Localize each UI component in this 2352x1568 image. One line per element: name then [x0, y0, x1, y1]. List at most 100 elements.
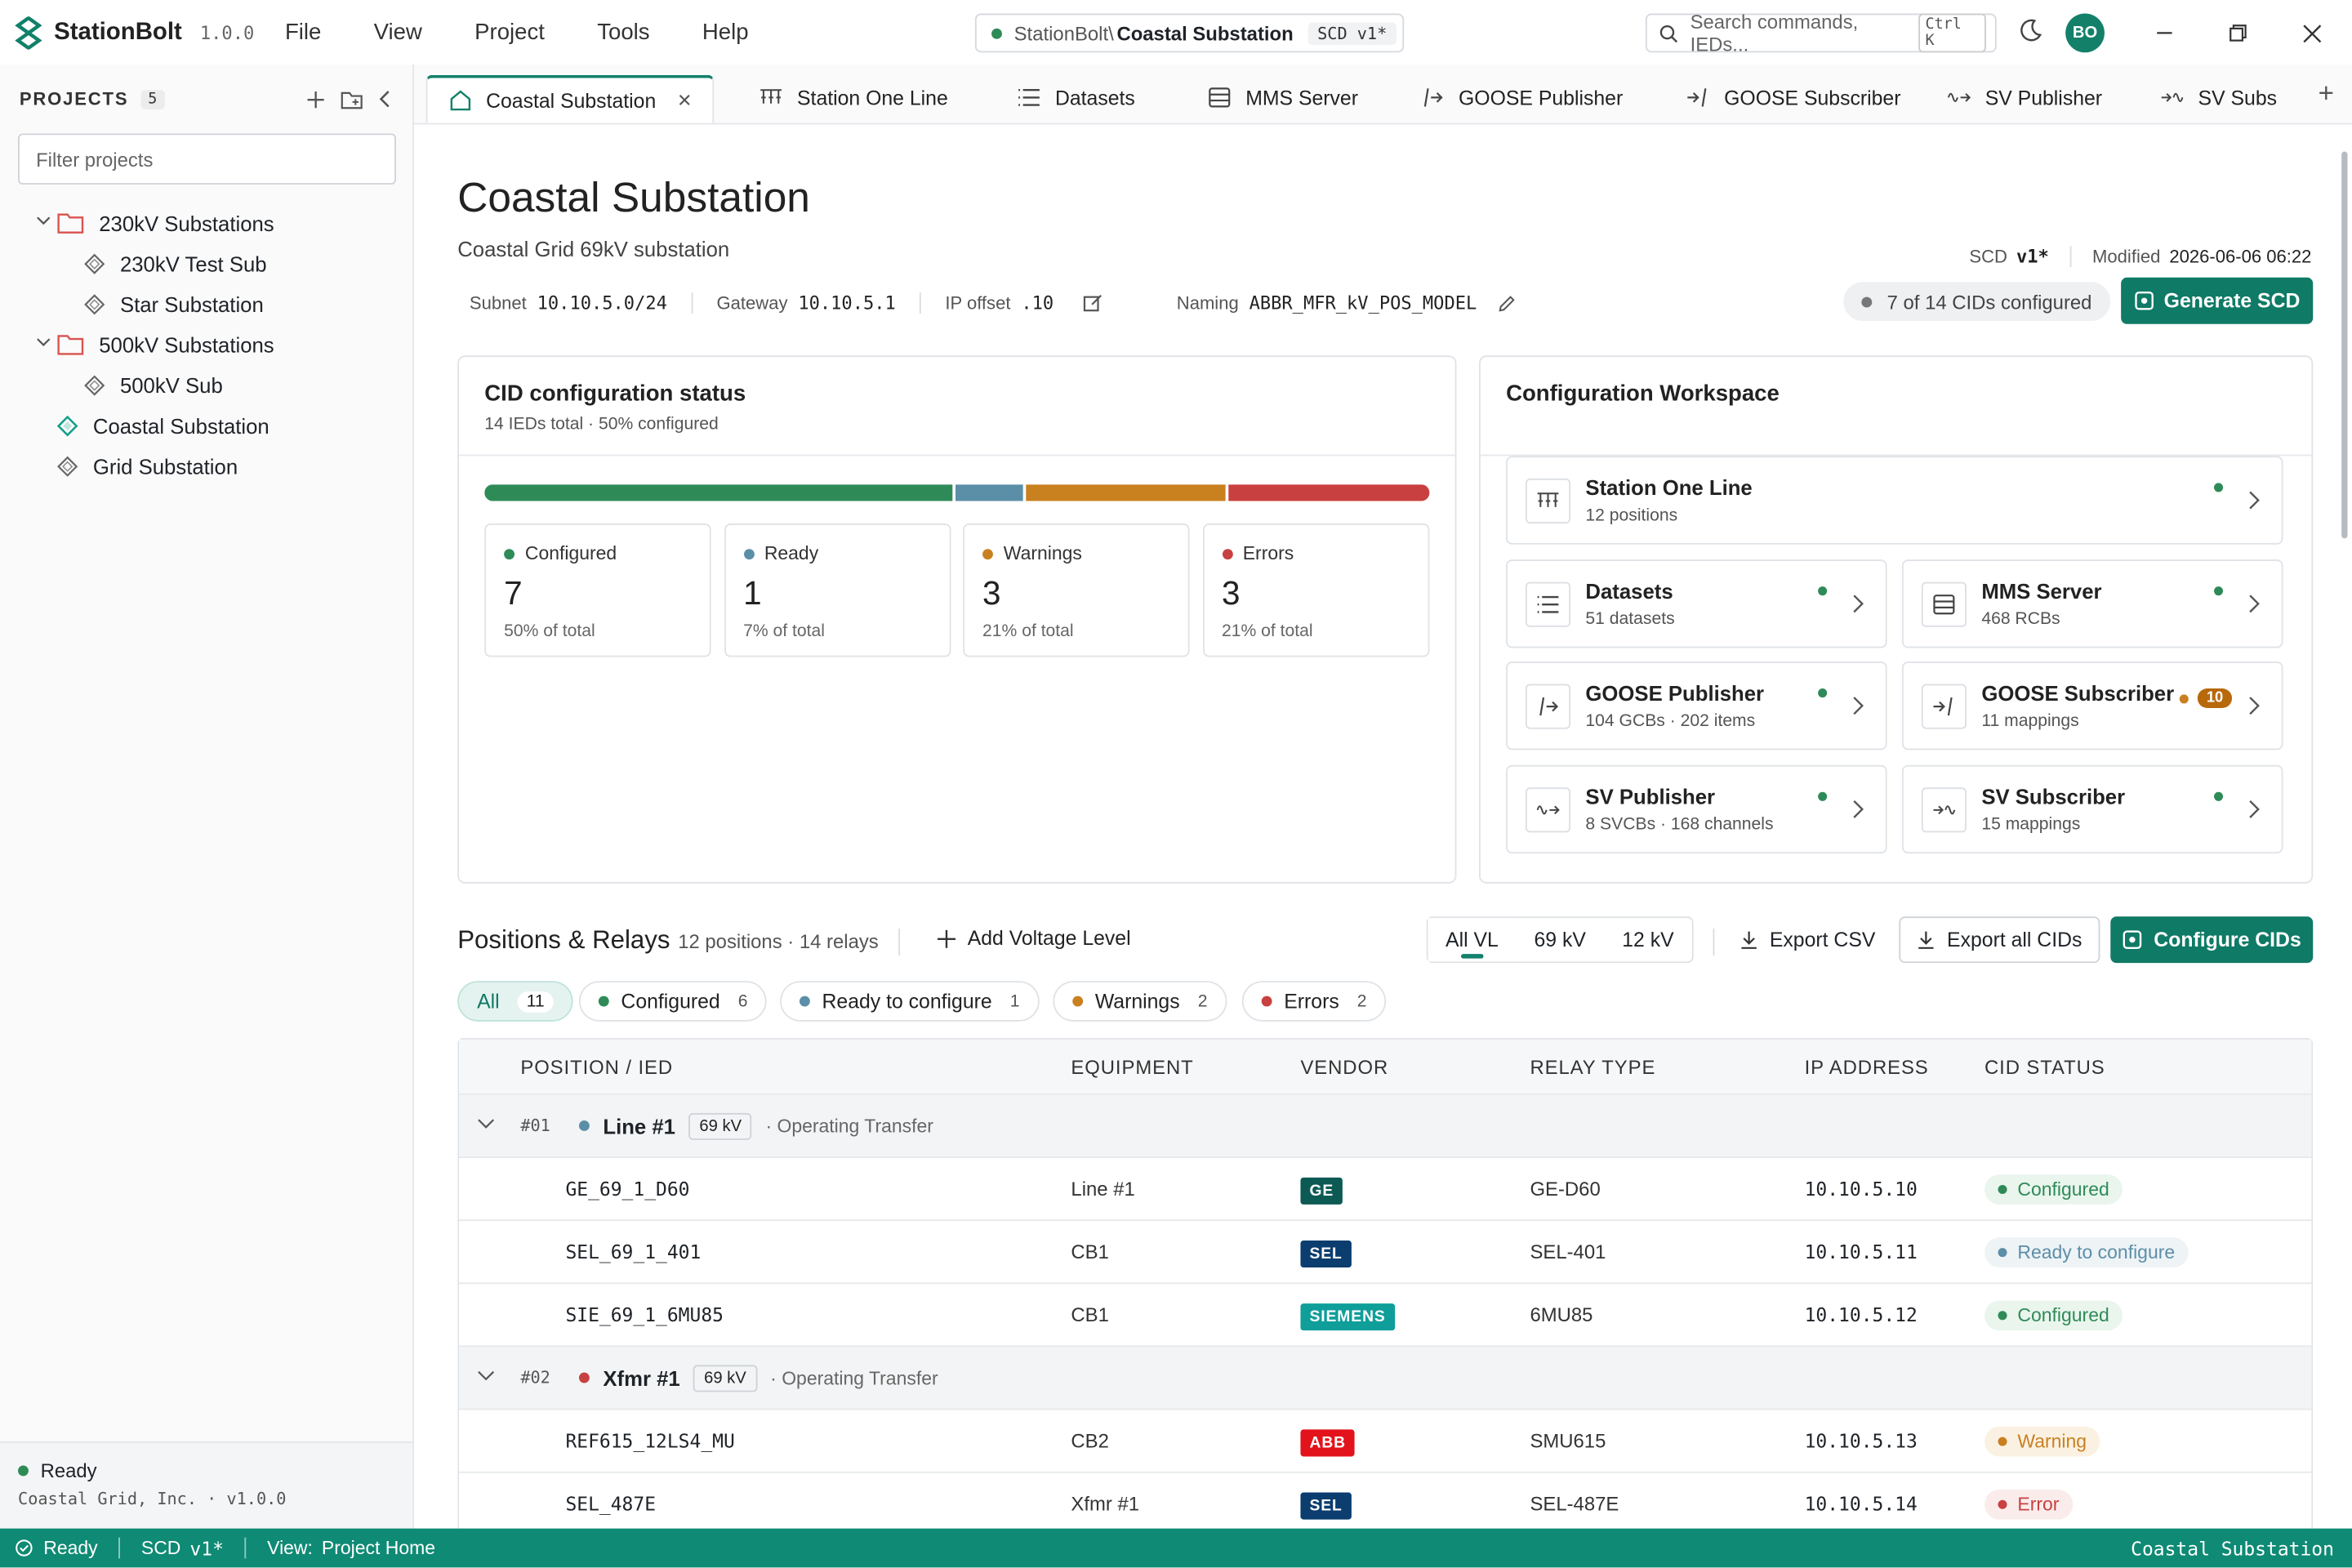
chevron-down-icon[interactable] [36, 213, 57, 233]
tab-station-one-line[interactable]: Station One Line [738, 74, 993, 122]
minimize-button[interactable] [2144, 12, 2185, 54]
column-header-vendor[interactable]: VENDOR [1300, 1055, 1389, 1078]
tree-item-label: 230kV Substations [99, 211, 274, 235]
chevron-down-icon[interactable] [36, 335, 57, 354]
menu-help[interactable]: Help [702, 19, 749, 46]
ip-address: 10.10.5.14 [1804, 1492, 1918, 1516]
column-header-position-ied[interactable]: POSITION / IED [520, 1055, 674, 1078]
new-folder-icon[interactable] [341, 89, 363, 109]
menu-project[interactable]: Project [474, 19, 545, 46]
tree-item-500kv-sub[interactable]: 500kV Sub [0, 364, 412, 405]
list-icon [1537, 595, 1559, 612]
tile-status-dot [2214, 586, 2224, 596]
column-header-relay-type[interactable]: RELAY TYPE [1530, 1055, 1656, 1078]
projects-title: PROJECTS [19, 88, 129, 110]
relay-type: 6MU85 [1530, 1303, 1593, 1326]
project-breadcrumb[interactable]: StationBolt\ Coastal Substation SCD v1* [974, 13, 1405, 53]
tree-item-star-substation[interactable]: Star Substation [0, 283, 412, 324]
table-row[interactable]: SIE_69_1_6MU85 CB1 SIEMENS 6MU85 10.10.5.12 C… [459, 1284, 2312, 1348]
tab-sv-publisher[interactable]: SV Publisher [1927, 74, 2136, 122]
filter-chip-ready-to-configure[interactable]: Ready to configure 1 [780, 981, 1040, 1022]
vl-filter-all[interactable]: All VL [1428, 918, 1517, 962]
close-window-button[interactable] [2291, 12, 2332, 54]
filter-chip-warnings[interactable]: Warnings 2 [1053, 981, 1227, 1022]
substation-diamond-icon [56, 414, 78, 436]
position-group-row[interactable]: #01 Line #1 69 kV · Operating Transfer [459, 1094, 2312, 1158]
table-row[interactable]: SEL_69_1_401 CB1 SEL SEL-401 10.10.5.11 Ready… [459, 1221, 2312, 1285]
tree-item-230kv-substations[interactable]: 230kV Substations [0, 203, 412, 243]
configure-cids-button[interactable]: Configure CIDs [2110, 916, 2314, 964]
column-header-cid-status[interactable]: CID STATUS [1984, 1055, 2105, 1078]
relay-type: SEL-401 [1530, 1240, 1606, 1263]
close-tab-icon[interactable]: ✕ [676, 90, 693, 111]
workspace-tile-goose-publisher[interactable]: GOOSE Publisher 104 GCBs · 202 items [1506, 662, 1887, 751]
column-header-equipment[interactable]: EQUIPMENT [1071, 1055, 1194, 1078]
theme-toggle-moon-icon[interactable] [2017, 18, 2042, 43]
table-row[interactable]: REF615_12LS4_MU CB2 ABB SMU615 10.10.5.13 War… [459, 1410, 2312, 1473]
positions-table: POSITION / IED EQUIPMENT VENDOR RELAY TYPE I… [457, 1038, 2314, 1529]
stat-value: 7 [504, 574, 523, 612]
menu-file[interactable]: File [284, 19, 322, 46]
tree-item-230kv-test-sub[interactable]: 230kV Test Sub [0, 243, 412, 284]
menu-tools[interactable]: Tools [597, 19, 650, 46]
tab-sv-subs[interactable]: SV Subs [2140, 74, 2298, 122]
edit-naming-pencil-icon[interactable] [1496, 293, 1516, 313]
edit-network-icon[interactable] [1084, 293, 1103, 313]
stat-warnings: Warnings 3 21% of total [963, 523, 1190, 657]
tab-goose-publisher[interactable]: GOOSE Publisher [1400, 74, 1662, 122]
position-group-row[interactable]: #02 Xfmr #1 69 kV · Operating Transfer [459, 1347, 2312, 1410]
filter-projects-input[interactable]: Filter projects [18, 133, 396, 185]
tree-item-500kv-substations[interactable]: 500kV Substations [0, 324, 412, 365]
ip-address: 10.10.5.11 [1804, 1240, 1918, 1263]
column-header-ip-address[interactable]: IP ADDRESS [1804, 1055, 1929, 1078]
restore-button[interactable] [2217, 12, 2259, 54]
add-voltage-level-button[interactable]: Add Voltage Level [937, 927, 1131, 950]
export-csv-button[interactable]: Export CSV [1732, 916, 1882, 963]
tab-mms-server[interactable]: MMS Server [1187, 74, 1397, 122]
workspace-tile-sv-subscriber[interactable]: SV Subscriber 15 mappings [1901, 764, 2283, 854]
generate-scd-button[interactable]: Generate SCD [2121, 277, 2314, 324]
chip-count: 11 [517, 991, 554, 1012]
tree-item-coastal-substation[interactable]: Coastal Substation [0, 405, 412, 446]
ied-name: SEL_69_1_401 [565, 1240, 702, 1263]
collapse-sidebar-chevron-icon[interactable] [378, 90, 392, 108]
close-icon [2302, 24, 2321, 42]
workspace-tile-sv-publisher[interactable]: SV Publisher 8 SVCBs · 168 channels [1506, 764, 1887, 854]
filter-chip-errors[interactable]: Errors 2 [1241, 981, 1387, 1022]
workspace-tile-station-one-line[interactable]: Station One Line 12 positions [1506, 456, 2283, 545]
position-name: Line #1 [603, 1113, 675, 1138]
chevron-down-icon[interactable] [477, 1366, 495, 1389]
table-row[interactable]: SEL_487E Xfmr #1 SEL SEL-487E 10.10.5.14 Erro… [459, 1473, 2311, 1529]
new-tab-plus-icon[interactable]: + [2318, 78, 2334, 109]
chip-count: 2 [1197, 992, 1208, 1011]
menu-view[interactable]: View [373, 19, 422, 46]
tab-goose-subscriber[interactable]: GOOSE Subscriber [1665, 74, 1923, 122]
stat-value: 3 [1222, 574, 1241, 612]
workspace-tile-mms-server[interactable]: MMS Server 468 RCBs [1901, 559, 2283, 648]
statusbar-status: Ready [43, 1537, 98, 1559]
tree-item-grid-substation[interactable]: Grid Substation [0, 446, 412, 487]
command-search[interactable]: Search commands, IEDs... Ctrl K [1645, 11, 1997, 56]
add-project-plus-icon[interactable] [306, 89, 326, 109]
filter-chip-all[interactable]: All 11 [457, 981, 573, 1022]
cid-status-badge: Warning [1984, 1425, 2100, 1456]
vertical-scrollbar[interactable] [2341, 151, 2348, 539]
workspace-card: Configuration Workspace Station One Line… [1479, 355, 2314, 884]
sidebar-status: Ready [40, 1459, 97, 1482]
workspace-tile-goose-subscriber[interactable]: GOOSE Subscriber 11 mappings 10 [1901, 662, 2283, 751]
export-all-cids-label: Export all CIDs [1947, 928, 2082, 951]
tile-status-dot [2214, 483, 2224, 492]
tab-label: SV Publisher [1984, 86, 2103, 109]
export-all-cids-button[interactable]: Export all CIDs [1899, 916, 2100, 964]
table-row[interactable]: GE_69_1_D60 Line #1 GE GE-D60 10.10.5.10 Conf… [459, 1158, 2312, 1222]
workspace-tile-datasets[interactable]: Datasets 51 datasets [1506, 559, 1887, 648]
filter-chip-configured[interactable]: Configured 6 [578, 981, 768, 1022]
vl-filter-12kv[interactable]: 12 kV [1622, 928, 1674, 951]
tab-datasets[interactable]: Datasets [996, 74, 1184, 122]
tab-coastal-substation[interactable]: Coastal Substation ✕ [425, 74, 715, 123]
chevron-down-icon[interactable] [477, 1115, 495, 1138]
positions-count: 12 positions · 14 relays [678, 929, 879, 953]
equipment: Line #1 [1071, 1177, 1135, 1200]
user-avatar[interactable]: BO [2065, 13, 2105, 53]
vl-filter-69kv[interactable]: 69 kV [1534, 928, 1586, 951]
